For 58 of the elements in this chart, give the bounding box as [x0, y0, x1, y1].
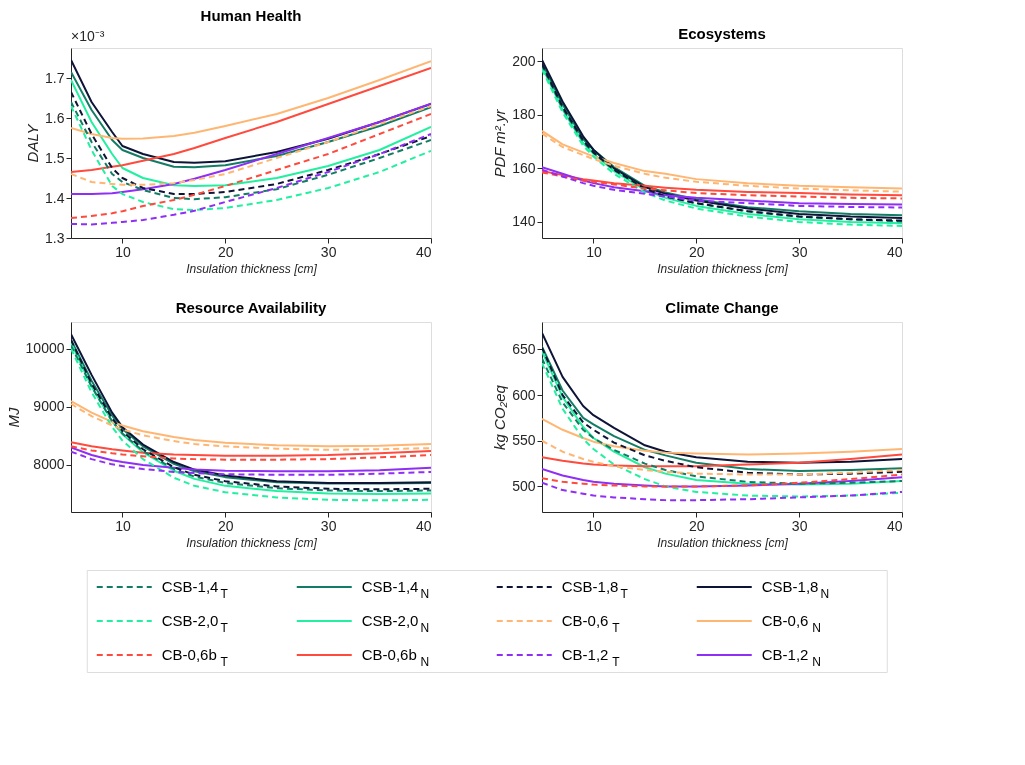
y-tick-label: 1.4 — [45, 189, 65, 206]
line-series — [542, 439, 902, 476]
line-series — [71, 445, 431, 461]
line-series — [542, 481, 902, 502]
x-axis-title: Insulation thickness [cm] — [657, 261, 789, 276]
y-tick-label: 160 — [512, 159, 536, 176]
y-tick-label: 650 — [512, 340, 536, 357]
y-tick-label: 600 — [512, 386, 536, 403]
line-series — [71, 60, 431, 140]
y-tick-label: 1.7 — [45, 69, 65, 86]
x-axis-title: Insulation thickness [cm] — [186, 261, 318, 276]
y-axis-title: DALY — [24, 123, 42, 163]
line-series — [542, 473, 902, 488]
x-tick-label: 20 — [218, 517, 234, 534]
y-tick-label: 8000 — [33, 456, 65, 473]
y-tick-label: 9000 — [33, 398, 65, 415]
x-tick-label: 20 — [689, 517, 705, 534]
x-tick-label: 30 — [791, 243, 808, 260]
chart-title: Resource Availability — [175, 299, 327, 316]
x-tick-label: 30 — [791, 517, 808, 534]
x-axis-title: Insulation thickness [cm] — [657, 535, 789, 550]
y-tick-label: 550 — [512, 432, 536, 449]
y-tick-label: 10000 — [25, 340, 65, 357]
line-series — [542, 468, 902, 488]
line-series — [71, 79, 431, 187]
line-series — [71, 133, 431, 226]
x-tick-label: 40 — [415, 517, 432, 534]
legend-label: CB-0,6bT — [161, 646, 229, 669]
y-axis-title: MJ — [4, 407, 22, 428]
x-tick-label: 10 — [115, 517, 131, 534]
y-tick-label: 1.5 — [45, 149, 65, 166]
x-tick-label: 40 — [415, 243, 432, 260]
chart-title: Ecosystems — [678, 25, 766, 42]
x-axis-title: Insulation thickness [cm] — [186, 535, 318, 550]
y-tick-label: 1.6 — [45, 109, 65, 126]
line-series — [542, 453, 902, 468]
line-series — [542, 331, 902, 464]
x-tick-label: 20 — [218, 243, 234, 260]
x-tick-label: 40 — [886, 243, 903, 260]
x-tick-label: 40 — [886, 517, 903, 534]
y-tick-label: 180 — [512, 106, 536, 123]
y-tick-label: 200 — [512, 52, 536, 69]
y-axis-title: PDF m².yr — [491, 108, 509, 178]
text: ×10⁻³ — [71, 28, 105, 44]
chart-title: Human Health — [200, 7, 302, 24]
y-tick-label: 1.3 — [45, 229, 65, 246]
y-axis-title: kg CO₂eq — [491, 384, 509, 450]
x-tick-label: 10 — [586, 517, 602, 534]
line-series — [542, 417, 902, 456]
y-tick-label: 140 — [512, 213, 536, 230]
x-tick-label: 10 — [115, 243, 131, 260]
x-tick-label: 30 — [320, 517, 337, 534]
y-tick-label: 500 — [512, 477, 536, 494]
chart-title: Climate Change — [665, 299, 779, 316]
x-tick-label: 10 — [586, 243, 602, 260]
line-series — [71, 441, 431, 457]
x-tick-label: 30 — [320, 243, 337, 260]
x-tick-label: 20 — [689, 243, 705, 260]
